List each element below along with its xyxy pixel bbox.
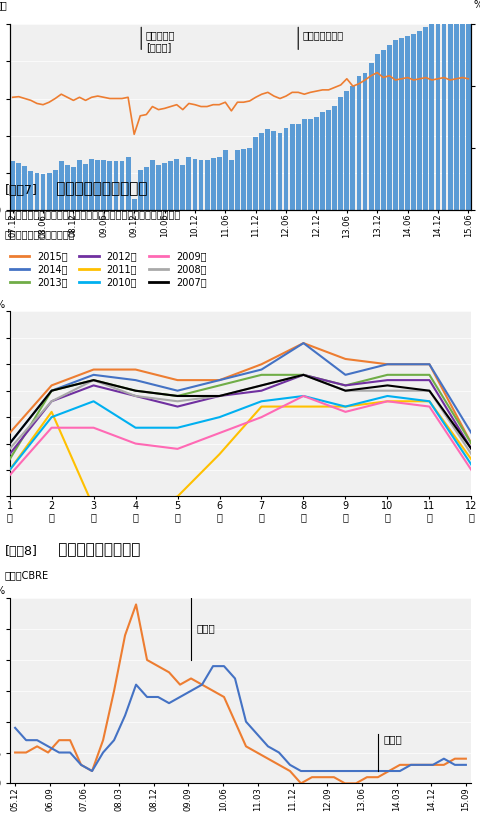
Bar — [362, 73, 367, 210]
Text: %: % — [473, 1, 480, 11]
Bar — [228, 160, 233, 210]
Bar — [344, 91, 348, 210]
Bar — [204, 160, 209, 210]
Bar — [53, 170, 58, 210]
Bar — [277, 133, 282, 210]
Bar — [174, 158, 179, 210]
Bar — [271, 131, 276, 210]
Bar — [434, 24, 440, 210]
Bar — [77, 160, 82, 210]
Bar — [162, 163, 167, 210]
Bar — [150, 160, 155, 210]
Bar — [453, 12, 457, 210]
Text: [図表7]: [図表7] — [5, 184, 38, 197]
Bar — [374, 54, 379, 210]
Text: 近畿圏: 近畿圏 — [196, 623, 215, 633]
Bar — [429, 23, 433, 210]
Bar — [10, 162, 15, 210]
Bar — [301, 119, 306, 210]
Bar — [65, 165, 70, 210]
Bar — [447, 17, 452, 210]
Bar — [40, 175, 46, 210]
Bar — [319, 113, 324, 210]
Text: %: % — [0, 299, 5, 309]
Bar — [132, 199, 136, 210]
Text: 出所：CBRE: 出所：CBRE — [5, 570, 49, 579]
Legend: 2015年, 2014年, 2013年, 2012年, 2011年, 2010年, 2009年, 2008年, 2007年: 2015年, 2014年, 2013年, 2012年, 2011年, 2010年… — [10, 251, 206, 287]
Bar — [180, 165, 185, 210]
Text: 月間訪日外客数: 月間訪日外客数 — [302, 30, 343, 40]
Bar — [247, 148, 252, 210]
Bar — [71, 167, 76, 210]
Bar — [337, 96, 342, 210]
Bar — [313, 117, 318, 210]
Text: 全国ホテル客室稼働率: 全国ホテル客室稼働率 — [51, 182, 147, 197]
Bar — [307, 119, 312, 210]
Bar — [240, 149, 245, 210]
Bar — [222, 150, 227, 210]
Bar — [156, 165, 161, 210]
Bar — [47, 172, 51, 210]
Bar — [422, 27, 427, 210]
Text: 前年同月比
[右目盛]: 前年同月比 [右目盛] — [145, 30, 175, 51]
Bar — [398, 38, 403, 210]
Bar — [265, 129, 270, 210]
Bar — [198, 160, 203, 210]
Text: 出所：オータパブリケイションズ「週刊ホテルレストラン」を基に: 出所：オータパブリケイションズ「週刊ホテルレストラン」を基に — [5, 209, 181, 219]
Bar — [210, 157, 215, 210]
Bar — [235, 150, 240, 210]
Bar — [289, 123, 294, 210]
Bar — [89, 158, 94, 210]
Bar — [101, 160, 106, 210]
Bar — [325, 109, 330, 210]
Bar — [138, 170, 143, 210]
Bar — [465, 4, 470, 210]
Bar — [144, 167, 148, 210]
Bar — [259, 133, 264, 210]
Bar — [16, 163, 21, 210]
Bar — [120, 161, 124, 210]
Text: ニッセイ基礎研究所が作成: ニッセイ基礎研究所が作成 — [5, 229, 75, 239]
Text: [図表8]: [図表8] — [5, 544, 38, 557]
Bar — [253, 137, 258, 210]
Bar — [459, 8, 464, 210]
Bar — [59, 161, 63, 210]
Bar — [23, 166, 27, 210]
Bar — [35, 172, 39, 210]
Bar — [28, 171, 33, 210]
Bar — [295, 123, 300, 210]
Bar — [125, 157, 130, 210]
Bar — [83, 164, 88, 210]
Bar — [186, 157, 191, 210]
Bar — [216, 157, 221, 210]
Bar — [350, 86, 355, 210]
Bar — [417, 31, 421, 210]
Bar — [368, 64, 373, 210]
Text: %: % — [0, 587, 5, 596]
Text: 万人: 万人 — [0, 1, 7, 11]
Bar — [386, 45, 391, 210]
Text: 首都圏: 首都圏 — [383, 734, 401, 744]
Bar — [192, 158, 197, 210]
Bar — [392, 40, 397, 210]
Bar — [283, 128, 288, 210]
Bar — [113, 161, 118, 210]
Bar — [380, 51, 385, 210]
Bar — [168, 161, 173, 210]
Bar — [404, 36, 409, 210]
Bar — [410, 33, 415, 210]
Bar — [95, 160, 100, 210]
Bar — [356, 77, 360, 210]
Text: 賃貸物流施設空室率: 賃貸物流施設空室率 — [53, 543, 141, 557]
Bar — [107, 161, 112, 210]
Bar — [441, 20, 445, 210]
Bar — [332, 106, 336, 210]
